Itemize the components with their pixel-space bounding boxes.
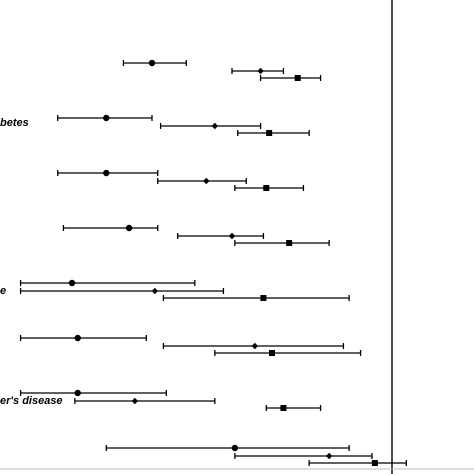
estimate-marker-diamond <box>325 452 333 460</box>
estimate-marker-circle <box>74 334 81 342</box>
estimate-marker-circle <box>103 169 110 177</box>
estimate-marker-circle <box>103 114 110 122</box>
estimate-marker-square <box>294 75 301 81</box>
forest-group <box>57 169 305 191</box>
estimate-marker-square <box>371 460 378 466</box>
estimate-marker-diamond <box>257 67 264 75</box>
estimate-marker-circle <box>125 224 133 232</box>
group-label: betes <box>0 117 29 129</box>
estimate-marker-circle <box>74 389 81 397</box>
forest-group <box>122 59 322 81</box>
group-label: er's disease <box>0 395 63 407</box>
forest-group: er's disease <box>0 389 322 411</box>
estimate-marker-diamond <box>251 342 259 350</box>
forest-group: e <box>0 279 350 301</box>
estimate-marker-square <box>286 240 293 246</box>
forest-group <box>62 224 330 246</box>
estimate-marker-diamond <box>228 232 236 240</box>
estimate-marker-diamond <box>131 397 139 405</box>
forest-group <box>105 444 407 466</box>
estimate-marker-square <box>266 130 273 136</box>
estimate-marker-square <box>280 405 287 411</box>
estimate-marker-square <box>263 185 270 191</box>
estimate-marker-diamond <box>211 122 219 130</box>
forest-group: betes <box>0 114 310 136</box>
estimate-marker-square <box>260 295 267 301</box>
estimate-marker-circle <box>148 59 156 67</box>
estimate-marker-square <box>269 350 275 356</box>
estimate-marker-diamond <box>151 287 159 295</box>
estimate-marker-diamond <box>203 177 210 185</box>
forest-group <box>19 334 362 356</box>
estimate-marker-circle <box>68 279 76 287</box>
estimate-marker-circle <box>231 444 239 452</box>
group-label: e <box>0 285 6 297</box>
